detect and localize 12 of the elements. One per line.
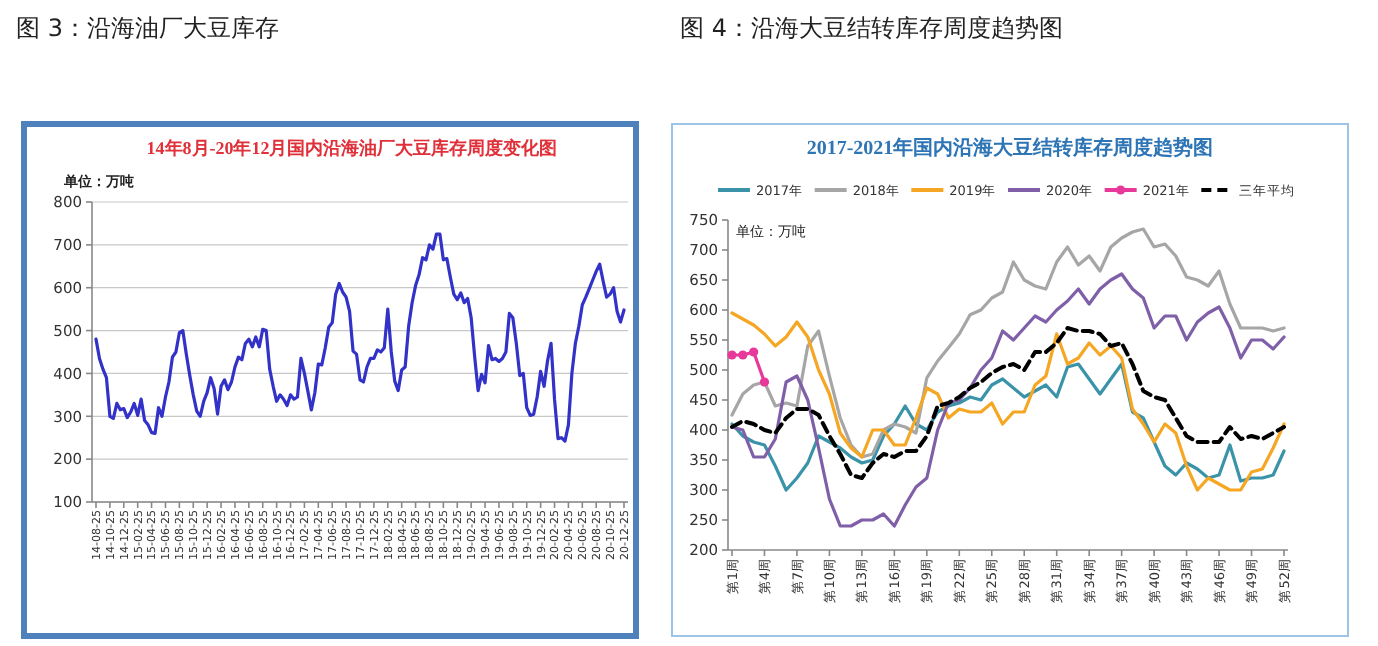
point [759, 377, 770, 387]
point [727, 350, 737, 360]
chart-subtitle: 14年8月-20年12月国内沿海油厂大豆库存周度变化图 [146, 138, 558, 158]
point [738, 350, 748, 360]
line-series [730, 227, 1286, 459]
line-series [730, 272, 1286, 528]
chart-subtitle: 2017-2021年国内沿海大豆结转库存周度趋势图 [806, 136, 1214, 160]
line-series [94, 232, 626, 443]
chart-title: 图 4：沿海大豆结转库存周度趋势图 [680, 14, 1063, 42]
point [749, 347, 759, 357]
line-series [730, 362, 1286, 492]
chart-title: 图 3：沿海油厂大豆库存 [16, 14, 279, 42]
